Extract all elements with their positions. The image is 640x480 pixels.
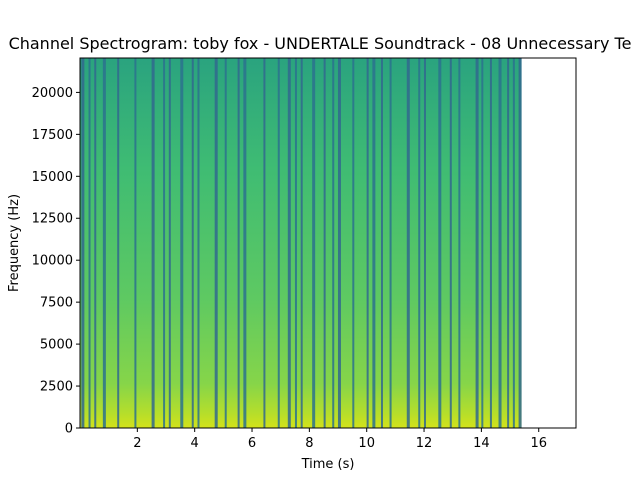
x-tick-label: 2 (133, 436, 141, 451)
onset-line (498, 58, 502, 428)
x-axis-label: Time (s) (301, 457, 355, 472)
plot-area (79, 57, 577, 429)
onset-line (438, 58, 442, 428)
onset-line (512, 58, 515, 428)
onset-line (287, 58, 291, 428)
y-tick-label: 15000 (32, 170, 73, 185)
chart-title: Channel Spectrogram: toby fox - UNDERTAL… (9, 34, 632, 53)
onset-line (489, 58, 492, 428)
x-axis: 2 4 6 8 10 12 14 16 (133, 428, 547, 451)
onset-line (380, 58, 383, 428)
x-tick-label: 10 (358, 436, 375, 451)
y-tick-label: 2500 (40, 380, 73, 395)
onset-line (180, 58, 184, 428)
y-axis-label: Frequency (Hz) (7, 194, 22, 292)
onset-line (352, 58, 355, 428)
y-tick-label: 5000 (40, 338, 73, 353)
onset-line (94, 58, 97, 428)
onset-line (337, 58, 341, 428)
onset-line (277, 58, 280, 428)
onset-line (237, 58, 240, 428)
onset-line (134, 58, 137, 428)
onset-line (214, 58, 218, 428)
onset-line (168, 58, 171, 428)
x-tick-label: 12 (416, 436, 433, 451)
x-tick-label: 6 (248, 436, 256, 451)
y-tick-label: 7500 (40, 296, 73, 311)
y-tick-label: 12500 (32, 212, 73, 227)
onset-line (423, 58, 426, 428)
onset-line (197, 58, 200, 428)
onset-line (449, 58, 452, 428)
y-tick-label: 0 (65, 422, 73, 437)
onset-line (151, 58, 155, 428)
onset-line (224, 58, 227, 428)
x-tick-label: 8 (305, 436, 313, 451)
onset-line (312, 58, 316, 428)
onset-line (294, 58, 297, 428)
y-axis: 0 2500 5000 7500 10000 12500 15000 17500 20000 (32, 86, 80, 437)
x-tick-label: 14 (473, 436, 490, 451)
onset-line (263, 58, 266, 428)
onset-line (475, 58, 479, 428)
x-tick-label: 4 (191, 436, 199, 451)
y-tick-label: 10000 (32, 254, 73, 269)
onset-line (81, 58, 85, 428)
onset-line (163, 58, 166, 428)
onset-line (332, 58, 335, 428)
onset-line (366, 58, 369, 428)
onset-line (372, 58, 376, 428)
plot-frame (79, 57, 577, 429)
onset-line (458, 58, 461, 428)
onset-line (418, 58, 421, 428)
onset-line (243, 58, 247, 428)
onset-line (507, 58, 510, 428)
x-tick-label: 16 (530, 436, 547, 451)
onset-lines (81, 58, 522, 428)
y-tick-label: 20000 (32, 86, 73, 101)
onset-line (102, 58, 106, 428)
onset-line (88, 58, 91, 428)
onset-line (389, 58, 392, 428)
onset-line (406, 58, 410, 428)
onset-line (117, 58, 120, 428)
onset-line (323, 58, 326, 428)
onset-line (191, 58, 194, 428)
onset-line (300, 58, 303, 428)
onset-line (518, 58, 522, 428)
onset-line (481, 58, 484, 428)
y-tick-label: 17500 (32, 128, 73, 143)
